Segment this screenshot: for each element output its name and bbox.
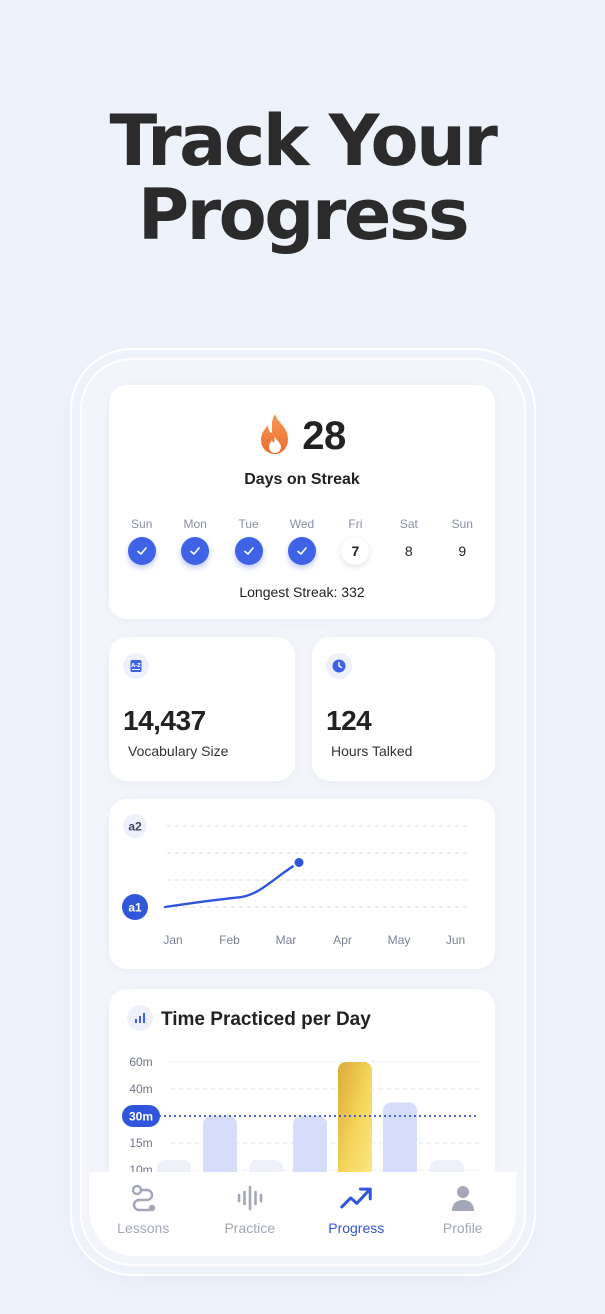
goal-badge <box>122 1105 160 1127</box>
tab-bar: Lessons Practice <box>90 1172 516 1256</box>
tab-label-progress: Progress <box>328 1220 385 1236</box>
bar[interactable] <box>293 1116 327 1189</box>
day-3: Wed <box>275 517 328 565</box>
day-name: Mon <box>183 517 207 531</box>
vocabulary-value: 14,437 <box>123 705 206 736</box>
y-tick-label: 40m <box>129 1082 152 1096</box>
longest-streak: Longest Streak: 332 <box>239 584 365 600</box>
day-name: Sun <box>451 517 473 531</box>
streak-label: Days on Streak <box>244 471 360 488</box>
lessons-path-icon <box>127 1182 159 1214</box>
waveform-icon <box>234 1182 266 1214</box>
hours-value: 124 <box>326 705 372 736</box>
month-label: Apr <box>333 933 352 947</box>
tab-lessons[interactable]: Lessons <box>98 1182 188 1236</box>
day-name: Sat <box>399 517 418 531</box>
month-label: Jun <box>446 933 465 947</box>
day-name: Sun <box>131 517 153 531</box>
streak-header: 28 <box>109 413 495 460</box>
day-4: Fri 7 <box>329 517 382 565</box>
bar-highlight[interactable] <box>338 1062 372 1189</box>
day-name: Tue <box>238 517 259 531</box>
goal-label: 30m <box>129 1110 153 1124</box>
day-name: Fri <box>348 517 363 531</box>
phone-frame: 28 Days on Streak Sun Mon Tue Wed Fri 7 Sat 8 Su… <box>80 358 526 1266</box>
month-label: Jan <box>163 933 182 947</box>
month-label: Feb <box>219 933 240 947</box>
day-number: 9 <box>458 543 467 559</box>
tab-profile[interactable]: Profile <box>418 1182 508 1236</box>
hours-card[interactable]: 124 Hours Talked <box>312 637 495 781</box>
vocabulary-card[interactable]: A-Z 14,437 Vocabulary Size <box>109 637 295 781</box>
day-5: Sat 8 <box>382 517 435 565</box>
level-line <box>163 861 301 909</box>
day-number: 7 <box>341 537 370 565</box>
bar[interactable] <box>383 1102 417 1190</box>
hours-label: Hours Talked <box>331 743 413 759</box>
month-label: Mar <box>276 933 297 947</box>
bar-chart-icon <box>127 1005 153 1031</box>
day-number: 8 <box>404 543 413 559</box>
practice-title: Time Practiced per Day <box>161 1009 371 1030</box>
level-chart-card: a2 a1 Jan Feb Mar Apr May Jun <box>109 799 495 969</box>
page-headline: Track Your Progress <box>0 104 605 252</box>
tab-label-lessons: Lessons <box>117 1220 170 1236</box>
dictionary-icon: A-Z <box>123 653 149 679</box>
check-icon <box>234 537 263 565</box>
clock-icon <box>326 653 352 679</box>
week-row: Sun Mon Tue Wed Fri 7 Sat 8 Sun 9 <box>115 517 489 565</box>
month-label: May <box>388 933 411 947</box>
level-badge <box>123 814 147 838</box>
streak-card: 28 Days on Streak Sun Mon Tue Wed Fri 7 Sat 8 Su… <box>109 385 495 619</box>
app-screen: 28 Days on Streak Sun Mon Tue Wed Fri 7 Sat 8 Su… <box>90 368 516 1256</box>
trend-up-icon <box>340 1182 372 1214</box>
tab-practice[interactable]: Practice <box>205 1182 295 1236</box>
headline-line-2: Progress <box>137 174 470 256</box>
level-badge <box>122 894 148 920</box>
day-name: Wed <box>289 517 315 531</box>
level-label: a2 <box>128 820 142 834</box>
streak-count: 28 <box>302 414 346 458</box>
level-point <box>292 855 306 869</box>
tab-progress[interactable]: Progress <box>311 1182 401 1236</box>
day-1: Mon <box>168 517 221 565</box>
y-tick-label: 15m <box>129 1136 152 1150</box>
check-icon <box>127 537 156 565</box>
headline-line-1: Track Your <box>109 100 498 182</box>
day-2: Tue <box>222 517 275 565</box>
bar[interactable] <box>203 1116 237 1189</box>
person-icon <box>447 1182 479 1214</box>
check-icon <box>181 537 210 565</box>
day-6: Sun 9 <box>436 517 489 565</box>
check-icon <box>287 537 316 565</box>
flame-icon <box>258 413 292 460</box>
tab-label-practice: Practice <box>224 1220 276 1236</box>
y-tick-label: 60m <box>129 1055 152 1069</box>
level-label: a1 <box>128 901 142 915</box>
day-0: Sun <box>115 517 168 565</box>
tab-label-profile: Profile <box>442 1220 483 1236</box>
svg-text:A-Z: A-Z <box>131 663 141 669</box>
level-chart: a2 a1 Jan Feb Mar Apr May Jun <box>122 814 467 947</box>
vocabulary-label: Vocabulary Size <box>128 743 229 759</box>
